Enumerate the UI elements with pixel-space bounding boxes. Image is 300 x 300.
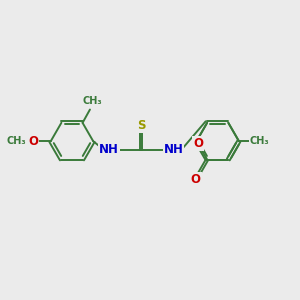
Text: CH₃: CH₃ (82, 96, 102, 106)
Text: S: S (137, 119, 146, 132)
Text: CH₃: CH₃ (250, 136, 269, 146)
Text: CH₃: CH₃ (7, 136, 26, 146)
Text: NH: NH (99, 143, 119, 157)
Text: O: O (190, 173, 201, 186)
Text: O: O (193, 137, 203, 150)
Text: NH: NH (164, 143, 184, 157)
Text: O: O (28, 135, 38, 148)
